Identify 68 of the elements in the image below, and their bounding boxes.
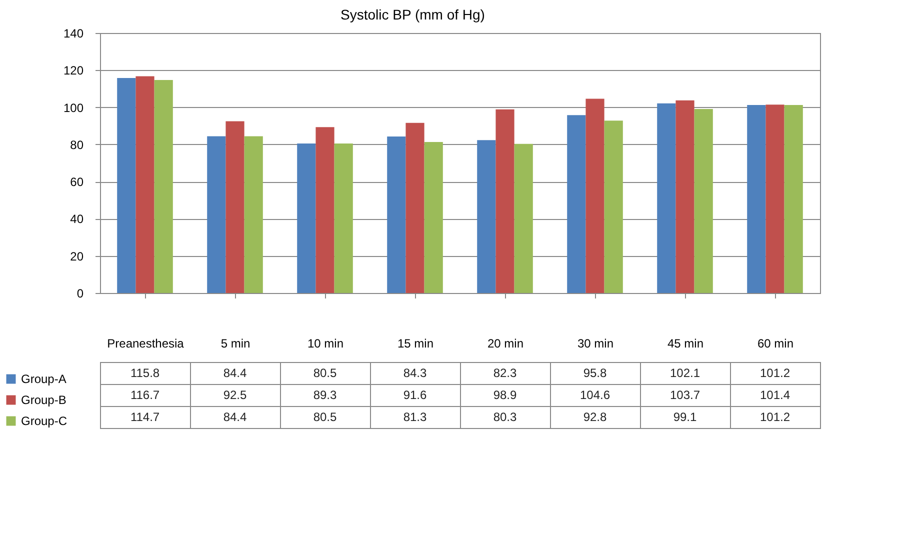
data-label: 115.8: [130, 366, 160, 380]
data-label: 101.2: [760, 366, 790, 380]
bar: [316, 127, 334, 293]
data-label: 101.4: [760, 388, 790, 402]
x-tick-label: 60 min: [757, 336, 794, 350]
data-label: 102.1: [670, 366, 700, 380]
bar: [694, 108, 713, 293]
legend-label: Group-C: [21, 414, 68, 428]
data-label: 103.7: [670, 388, 700, 402]
bar: [334, 144, 353, 293]
legend-label: Group-A: [21, 372, 66, 386]
data-label: 84.3: [403, 366, 427, 380]
bar: [514, 144, 533, 293]
data-label: 84.4: [223, 410, 247, 424]
data-label: 81.3: [403, 410, 427, 424]
bar: [136, 76, 154, 293]
y-tick-label: 60: [70, 175, 84, 190]
x-tick-label: Preanesthesia: [107, 336, 184, 350]
bar: [154, 80, 173, 293]
data-label: 116.7: [130, 388, 160, 402]
data-label: 101.2: [760, 410, 790, 424]
x-tick-label: 20 min: [487, 336, 524, 350]
bar: [226, 121, 244, 293]
y-tick-label: 20: [70, 249, 84, 264]
bar: [676, 100, 694, 293]
bar: [244, 136, 263, 293]
data-label: 80.5: [313, 366, 337, 380]
y-tick-label: 0: [76, 286, 84, 300]
x-tick-label: 5 min: [220, 336, 250, 350]
data-label: 82.3: [493, 366, 517, 380]
y-tick-label: 120: [63, 64, 84, 78]
chart-title: Systolic BP (mm of Hg): [340, 6, 485, 22]
bar: [747, 105, 766, 293]
x-tick-label: 45 min: [667, 336, 704, 350]
data-label: 95.8: [583, 366, 607, 380]
bar: [657, 103, 676, 293]
data-label: 80.3: [493, 410, 517, 424]
x-tick-label: 10 min: [307, 336, 344, 350]
bar: [297, 144, 316, 293]
x-tick-label: 15 min: [397, 336, 434, 350]
data-label: 99.1: [673, 410, 697, 424]
bar: [567, 115, 586, 293]
data-label: 84.4: [223, 366, 247, 380]
data-label: 91.6: [403, 388, 427, 402]
data-label: 89.3: [313, 388, 337, 402]
legend-label: Group-B: [21, 393, 66, 407]
bar: [207, 136, 226, 293]
y-tick-label: 100: [63, 100, 84, 115]
data-label: 114.7: [130, 410, 160, 424]
bar: [117, 78, 136, 293]
x-tick-label: 30 min: [577, 336, 614, 350]
data-label: 92.5: [223, 388, 247, 402]
y-tick-label: 140: [63, 26, 84, 40]
bar: [586, 98, 604, 293]
y-tick-label: 40: [70, 212, 84, 226]
data-label: 98.9: [493, 388, 517, 402]
bar: [406, 122, 424, 293]
y-tick-label: 80: [70, 138, 84, 152]
bar: [424, 142, 443, 293]
data-label: 92.8: [583, 410, 607, 424]
bar: [496, 109, 514, 293]
bar: [477, 140, 496, 293]
bar: [766, 104, 784, 293]
bar: [784, 105, 803, 293]
bar: [387, 136, 406, 293]
bar: [604, 120, 623, 293]
data-label: 80.5: [313, 410, 337, 424]
data-label: 104.6: [580, 388, 610, 402]
